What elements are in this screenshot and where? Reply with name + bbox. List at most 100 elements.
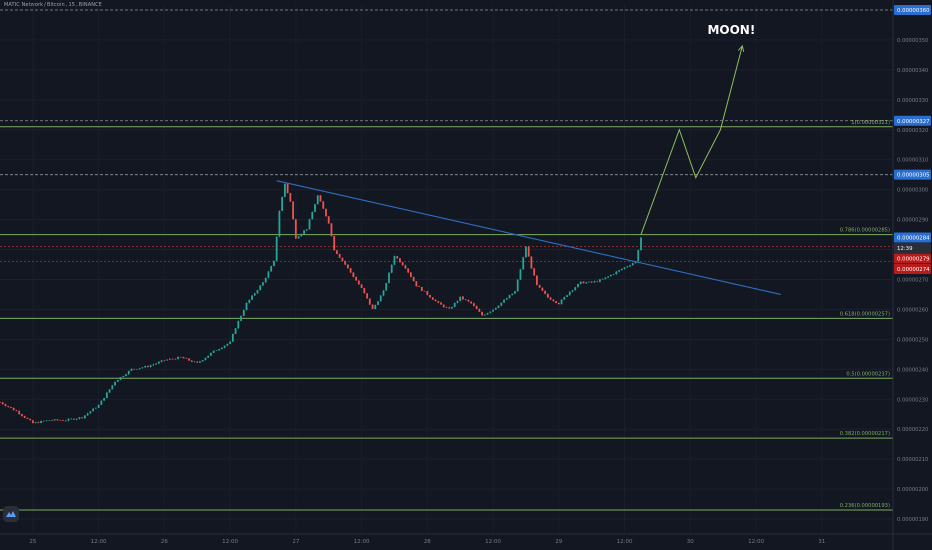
y-tick-label: 0.00000270: [897, 277, 928, 283]
candle-body: [259, 285, 262, 291]
candle-body: [404, 265, 407, 269]
exchange-label: BINANCE: [78, 2, 102, 8]
candle-body: [615, 271, 618, 275]
dashed-levels-layer: [0, 9, 893, 262]
candle-body: [303, 230, 305, 234]
candle-body: [344, 260, 347, 265]
candle-body: [500, 302, 503, 306]
candle-body: [67, 418, 70, 421]
candle-body: [503, 299, 505, 303]
candle-body: [497, 305, 500, 308]
candle-body: [525, 246, 527, 258]
candle-body: [349, 268, 352, 273]
candle-body: [193, 361, 196, 363]
candle-body: [264, 277, 267, 283]
candle-body: [267, 271, 270, 278]
candles-layer: [0, 183, 642, 424]
candle-body: [434, 299, 437, 302]
candle-body: [311, 211, 314, 220]
candle-body: [327, 216, 330, 224]
candle-body: [598, 279, 601, 282]
y-tick-label: 0.00000190: [897, 517, 928, 523]
candle-body: [275, 236, 278, 261]
candle-body: [133, 368, 136, 370]
candle-body: [177, 356, 179, 360]
candle-body: [270, 266, 273, 272]
candle-body: [620, 268, 623, 271]
candle-body: [278, 210, 281, 237]
y-tick-label: 0.00000290: [897, 218, 928, 224]
candle-body: [125, 374, 127, 377]
candle-body: [470, 301, 473, 304]
candle-body: [136, 369, 138, 370]
candle-body: [445, 307, 448, 308]
candle-body: [546, 293, 549, 298]
projection-arrow-path: [640, 45, 743, 235]
candle-body: [640, 237, 642, 251]
candle-body: [7, 406, 10, 407]
candle-body: [89, 411, 92, 414]
price-badges-layer: 0.00000360 0.00000327 0.00000305 0.00000284…: [894, 4, 931, 274]
x-tick-label: 12:00: [748, 539, 764, 545]
candle-body: [218, 349, 221, 351]
candle-body: [163, 360, 166, 361]
candle-body: [571, 290, 574, 292]
candle-body: [478, 309, 481, 312]
price-badge: 12:39: [894, 243, 931, 254]
candle-body: [283, 183, 286, 197]
candle-body: [618, 270, 620, 272]
candle-body: [333, 235, 336, 251]
candle-body: [355, 276, 358, 281]
candle-body: [604, 277, 607, 280]
y-tick-label: 0.00000300: [897, 188, 928, 194]
candle-body: [86, 413, 89, 416]
y-axis[interactable]: 0.00000190 0.00000200 0.00000210 0.00000220…: [892, 0, 928, 550]
candle-body: [289, 193, 292, 202]
candle-body: [341, 257, 344, 261]
candle-body: [294, 219, 297, 239]
candle-body: [549, 297, 552, 300]
candle-body: [45, 420, 48, 422]
candle-body: [97, 404, 100, 408]
candle-body: [574, 287, 577, 291]
candle-body: [100, 400, 103, 405]
candle-body: [629, 265, 631, 267]
candle-body: [84, 415, 86, 419]
candle-body: [590, 281, 593, 283]
candle-body: [612, 274, 615, 275]
candle-body: [423, 290, 426, 292]
y-tick-label: 0.00000230: [897, 397, 928, 403]
candle-body: [127, 370, 130, 375]
candle-body: [166, 359, 168, 361]
symbol-label: MATIC Network: [4, 2, 44, 8]
x-axis[interactable]: 25 12:00 26 12:00 27 12:00 28 12:00 29 12:00 30 12:…: [0, 533, 932, 545]
candle-body: [245, 302, 248, 311]
price-badge-label: 0.00000274: [897, 267, 930, 273]
candle-body: [486, 312, 489, 315]
x-tick-label: 12:00: [485, 539, 501, 545]
candle-body: [48, 420, 51, 421]
candle-body: [437, 301, 440, 303]
fib-level-label: 1(0.00000321): [851, 120, 890, 126]
candle-body: [281, 196, 284, 211]
candle-body: [12, 407, 15, 411]
candle-body: [56, 419, 59, 421]
candle-body: [171, 358, 174, 360]
candle-body: [623, 267, 626, 269]
candle-body: [26, 417, 29, 419]
candle-body: [157, 361, 160, 364]
y-tick-label: 0.00000210: [897, 457, 928, 463]
tradingview-logo-icon[interactable]: [3, 506, 19, 522]
price-badge: 0.00000279: [894, 253, 931, 264]
candle-body: [300, 233, 303, 237]
grid-layer: [0, 4, 893, 534]
candle-body: [319, 195, 322, 202]
fib-level-label: 0.382(0.00000217): [840, 431, 890, 437]
fib-level-label: 0.236(0.00000193): [840, 503, 890, 509]
candle-body: [431, 297, 434, 300]
candle-body: [637, 250, 640, 262]
price-badge: 0.00000305: [894, 169, 931, 180]
candle-body: [412, 276, 415, 282]
candle-body: [308, 219, 311, 230]
